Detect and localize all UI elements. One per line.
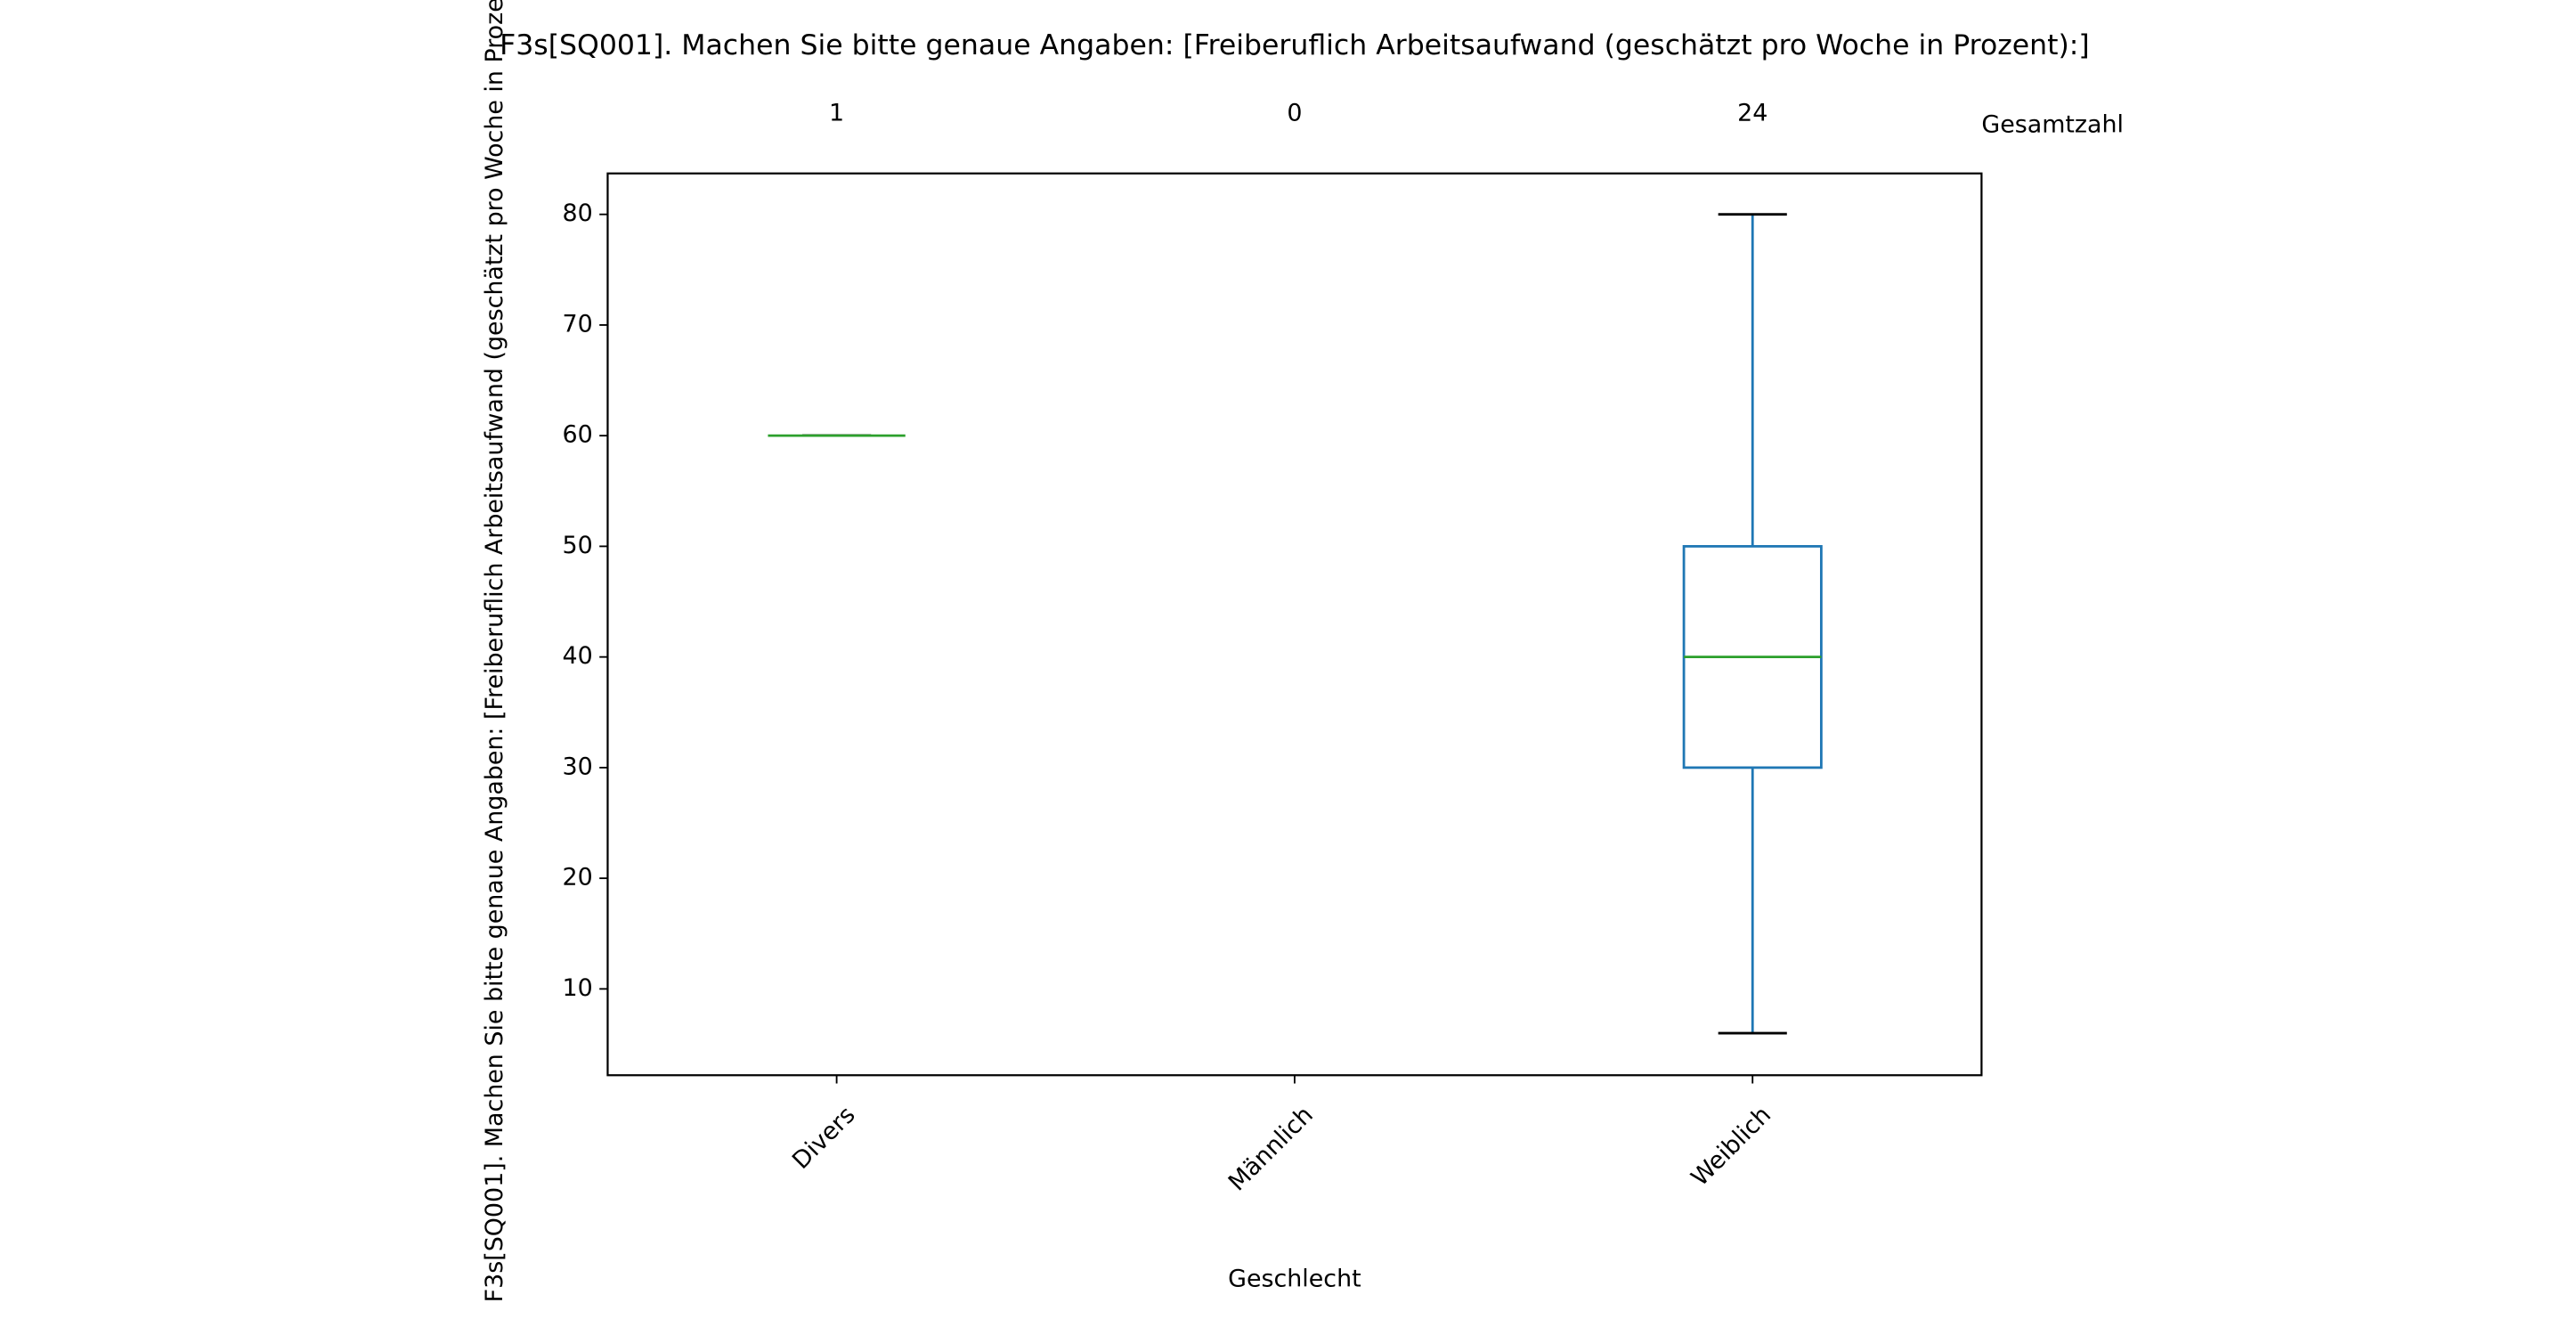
count-label: 1 [829, 99, 844, 126]
plot-frame [606, 172, 1983, 1077]
count-label: 24 [1737, 99, 1767, 126]
y-tick-label: 50 [563, 532, 593, 559]
y-tick-label: 30 [563, 753, 593, 780]
y-tick-label: 60 [563, 421, 593, 449]
x-tick-label: Divers [787, 1101, 860, 1174]
x-tick-label: Männlich [1223, 1101, 1319, 1196]
x-tick-label: Weiblich [1686, 1101, 1776, 1192]
x-axis-label: Geschlecht [1228, 1266, 1361, 1293]
y-tick-label: 70 [563, 310, 593, 338]
chart-title: F3s[SQ001]. Machen Sie bitte genaue Anga… [500, 29, 2090, 61]
y-axis-label: F3s[SQ001]. Machen Sie bitte genaue Anga… [481, 0, 508, 1302]
y-tick-label: 10 [563, 974, 593, 1002]
y-tick-label: 40 [563, 642, 593, 670]
y-tick-label: 20 [563, 864, 593, 892]
y-tick-label: 80 [563, 199, 593, 227]
counts-label: Gesamtzahl [1981, 110, 2124, 138]
count-label: 0 [1287, 99, 1302, 126]
